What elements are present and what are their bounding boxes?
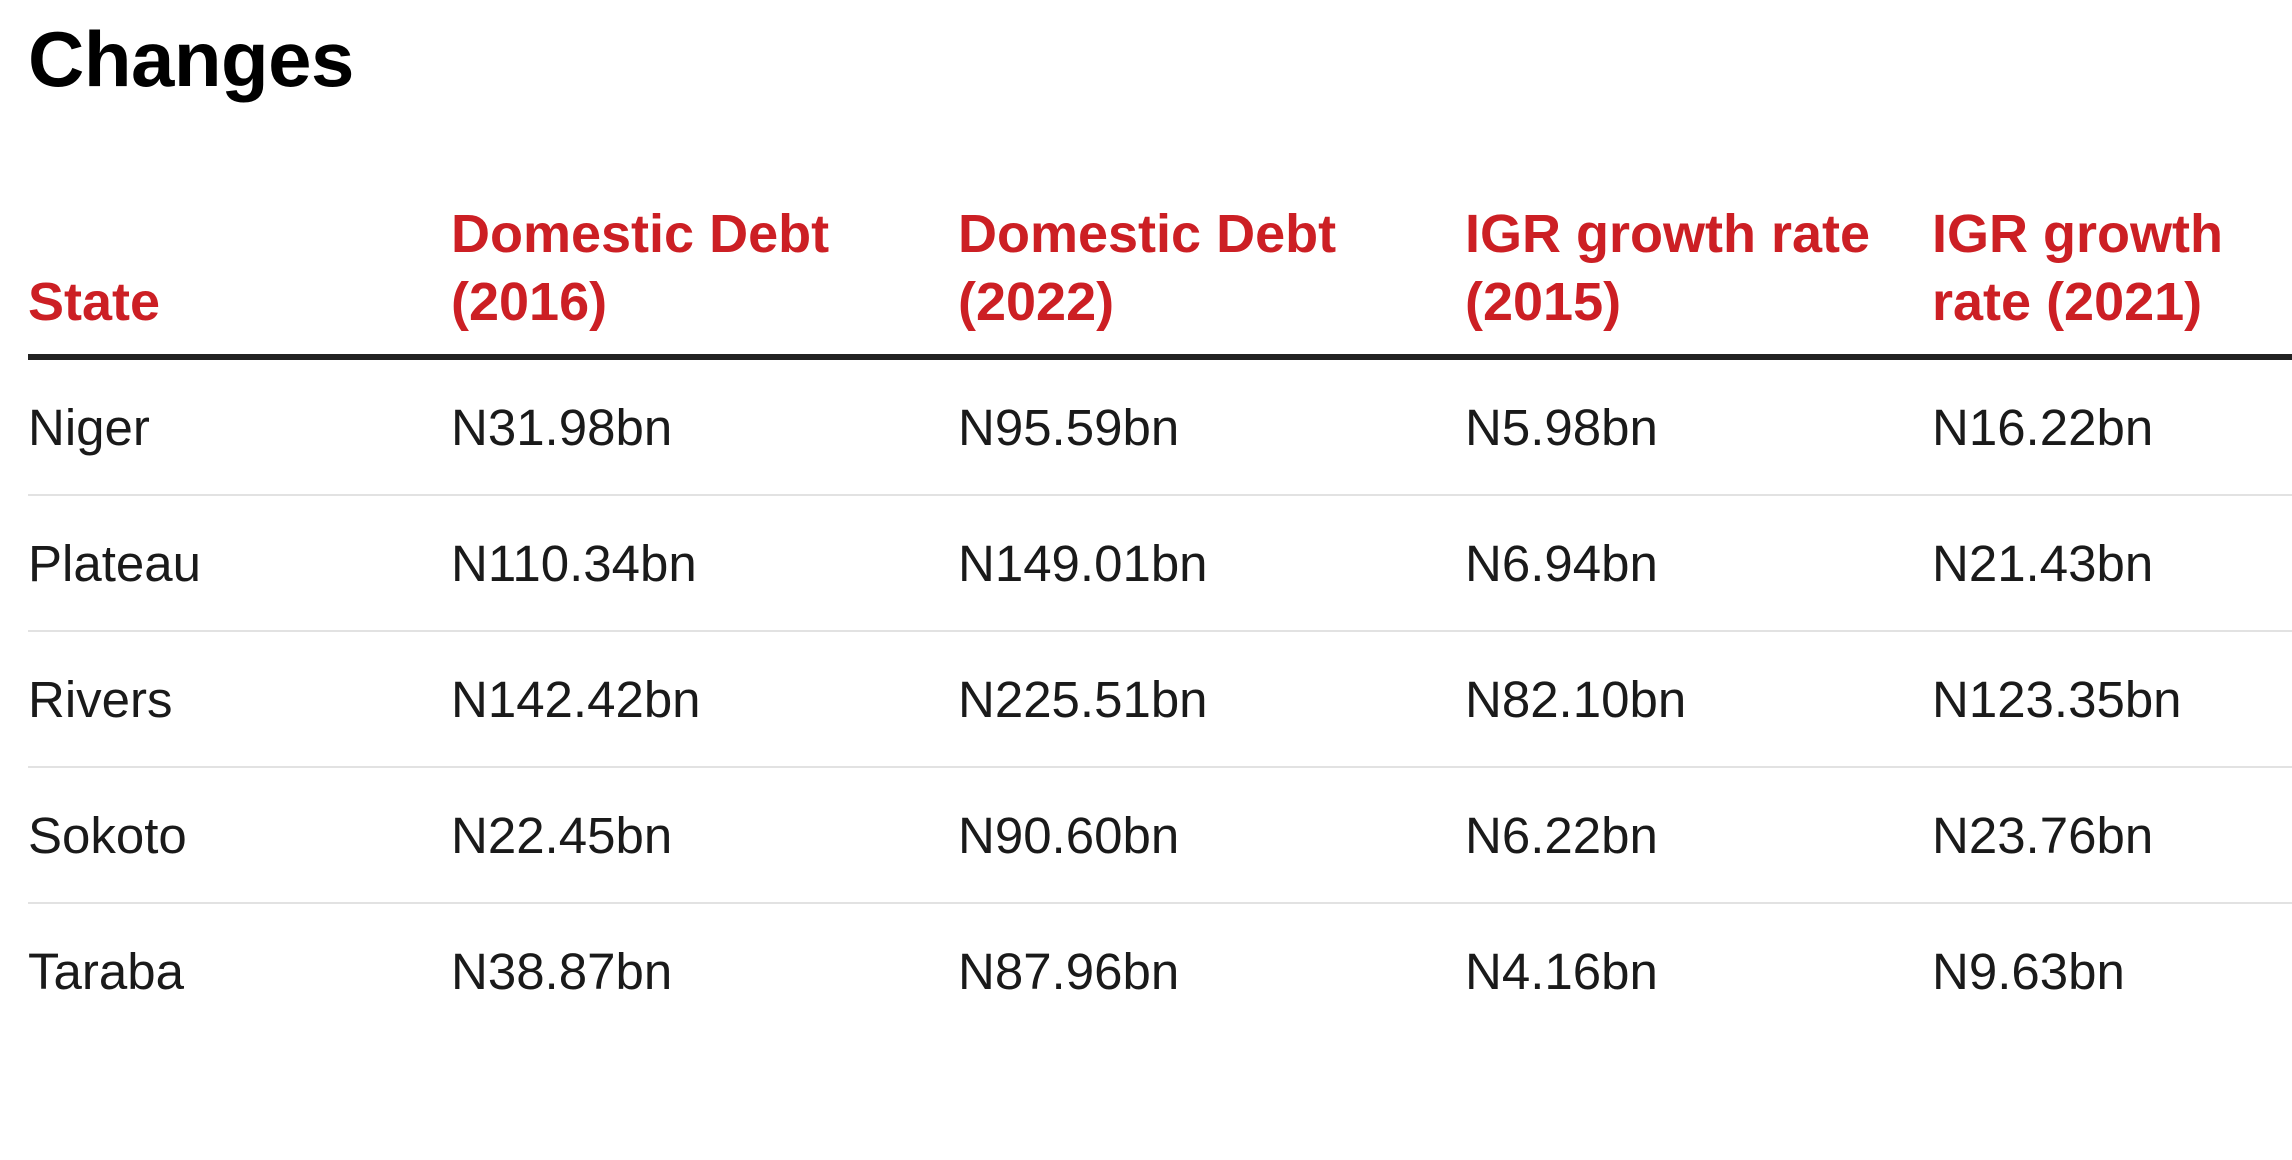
table-cell: Niger: [28, 357, 451, 496]
table-cell: Rivers: [28, 631, 451, 768]
table-row: Plateau N110.34bn N149.01bn N6.94bn N21.…: [28, 495, 2292, 632]
table-cell: N87.96bn: [958, 942, 1180, 1000]
column-header-domestic-debt-2022: Domestic Debt (2022): [958, 200, 1465, 360]
table-cell: Plateau: [28, 495, 451, 632]
table-cell: N110.34bn: [451, 495, 958, 632]
table-cell: N16.22bn: [1932, 357, 2292, 496]
table-cell: N4.16bn: [1465, 942, 1658, 1000]
column-header-igr-growth-2015: IGR growth rate (2015): [1465, 200, 1932, 360]
table-row: Taraba N38.87bn N87.96bn N4.16bn N9.63bn: [28, 903, 2292, 1038]
table-cell: Taraba: [28, 942, 184, 1000]
table-cell: N5.98bn: [1465, 357, 1932, 496]
table-row: Sokoto N22.45bn N90.60bn N6.22bn N23.76b…: [28, 767, 2292, 904]
table-title: Changes: [28, 15, 354, 103]
table-cell: N149.01bn: [958, 495, 1465, 632]
table-cell: N6.22bn: [1465, 767, 1932, 904]
table-cell: N95.59bn: [958, 357, 1465, 496]
table-cell: N6.94bn: [1465, 495, 1932, 632]
table-cell: N22.45bn: [451, 767, 958, 904]
column-header-state: State: [28, 200, 451, 360]
table-cell: N123.35bn: [1932, 631, 2292, 768]
table-cell: Sokoto: [28, 767, 451, 904]
data-table: State Domestic Debt (2016) Domestic Debt…: [28, 200, 2292, 1038]
table-cell: N38.87bn: [451, 942, 673, 1000]
table-cell: N82.10bn: [1465, 631, 1932, 768]
table-cell: N31.98bn: [451, 357, 958, 496]
column-header-domestic-debt-2016: Domestic Debt (2016): [451, 200, 958, 360]
table-cell: N90.60bn: [958, 767, 1465, 904]
column-header-igr-growth-2021: IGR growth rate (2021): [1932, 200, 2292, 360]
table-cell: N225.51bn: [958, 631, 1465, 768]
table-row: Niger N31.98bn N95.59bn N5.98bn N16.22bn: [28, 357, 2292, 496]
table-row: Rivers N142.42bn N225.51bn N82.10bn N123…: [28, 631, 2292, 768]
table-cell: N23.76bn: [1932, 767, 2292, 904]
table-cell: N142.42bn: [451, 631, 958, 768]
table-cell: N21.43bn: [1932, 495, 2292, 632]
table-cell: N9.63bn: [1932, 942, 2125, 1000]
header-row: State Domestic Debt (2016) Domestic Debt…: [28, 200, 2292, 360]
